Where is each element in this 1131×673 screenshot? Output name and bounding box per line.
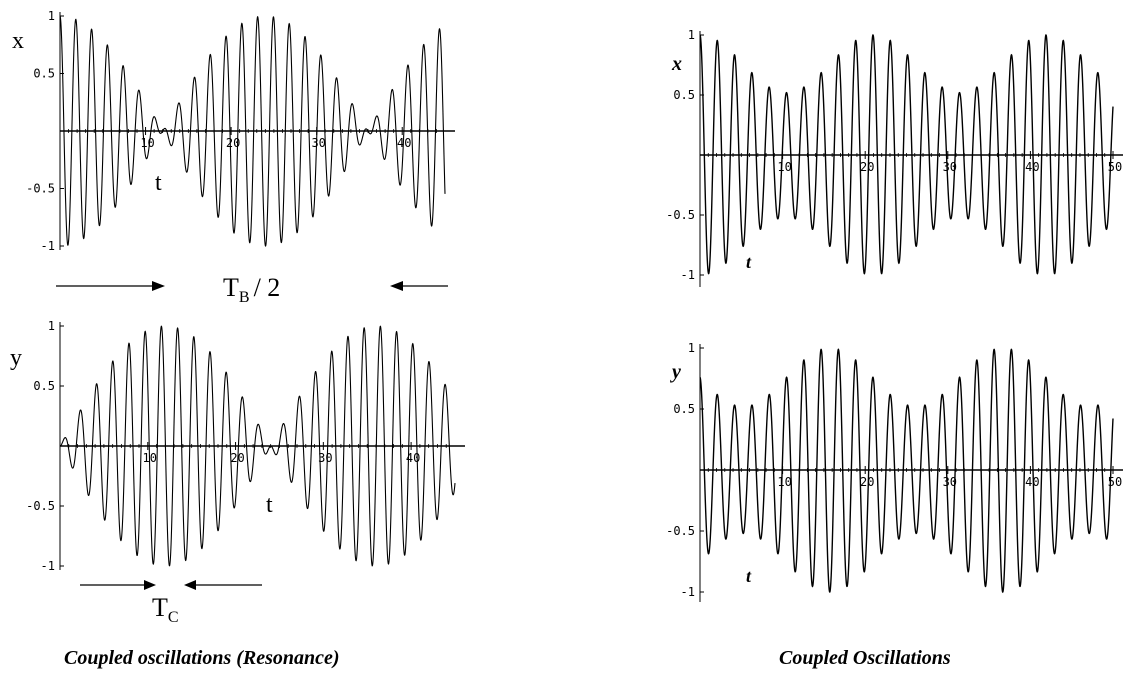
series-line (59, 15, 446, 247)
series-line (699, 33, 1114, 275)
y-tick-label: -1 (41, 559, 55, 573)
beat-arrow-right-head (390, 281, 403, 291)
variable-axis-label: x (671, 53, 682, 75)
time-axis-label: t (155, 170, 162, 196)
x-tick-label: 30 (311, 136, 325, 150)
x-tick-label: 10 (777, 475, 791, 489)
beat-period-label: TB/ 2 (223, 273, 280, 306)
y-tick-label: -0.5 (26, 499, 55, 513)
x-tick-label: 50 (1108, 475, 1122, 489)
y-tick-label: -1 (681, 585, 695, 599)
x-tick-label: 10 (777, 160, 791, 174)
y-tick-label: -0.5 (26, 182, 55, 196)
time-axis-label: t (746, 252, 752, 272)
chart-panel-top-left: 1 0.5 -0.5 -1 10 20 30 40 x t (12, 9, 455, 253)
coupling-period-annotation: TC (80, 580, 262, 626)
caption-left: Coupled oscillations (Resonance) (64, 647, 340, 669)
y-tick-label: 0.5 (673, 402, 695, 416)
time-axis-label: t (746, 566, 752, 586)
x-tick-label: 20 (860, 160, 874, 174)
y-tick-label: 0.5 (673, 88, 695, 102)
beat-period-annotation: TB/ 2 (56, 273, 448, 306)
caption-right: Coupled Oscillations (779, 647, 951, 669)
y-tick-label: 1 (48, 319, 55, 333)
x-tick-label: 40 (1025, 475, 1039, 489)
x-tick-label: 40 (1025, 160, 1039, 174)
x-tick-label: 50 (1108, 160, 1122, 174)
coupling-arrow-right-head (184, 580, 196, 590)
y-tick-label: -0.5 (666, 524, 695, 538)
variable-axis-label: y (670, 361, 681, 383)
x-tick-label: 20 (226, 136, 240, 150)
x-tick-label: 20 (860, 475, 874, 489)
series-line (59, 325, 456, 567)
x-tick-label: 40 (397, 136, 411, 150)
y-tick-label: 0.5 (33, 67, 55, 81)
y-tick-label: -0.5 (666, 208, 695, 222)
x-tick-label: 30 (318, 451, 332, 465)
coupling-arrow-left-head (144, 580, 156, 590)
y-tick-label: -1 (41, 239, 55, 253)
y-tick-label: 1 (48, 9, 55, 23)
y-tick-label: -1 (681, 268, 695, 282)
beat-arrow-left-head (152, 281, 165, 291)
series-line (699, 348, 1114, 594)
x-tick-label: 10 (140, 136, 154, 150)
coupling-period-label: TC (152, 593, 179, 626)
time-axis-label: t (266, 492, 273, 518)
y-tick-label: 1 (688, 28, 695, 42)
variable-axis-label: y (10, 345, 22, 371)
y-tick-label: 0.5 (33, 379, 55, 393)
y-tick-label: 1 (688, 341, 695, 355)
variable-axis-label: x (12, 28, 24, 54)
